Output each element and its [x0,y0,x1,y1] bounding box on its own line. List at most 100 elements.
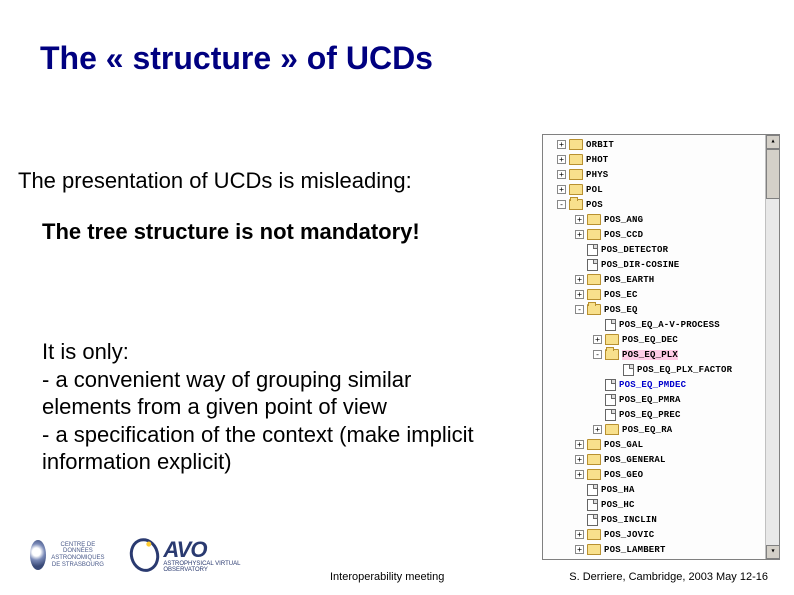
tree-node[interactable]: POS_INCLIN [545,512,779,527]
tree-node-label: POS_GENERAL [604,455,666,465]
tree-node-label: POS_GAL [604,440,643,450]
tree-node[interactable]: +POS_EQ_RA [545,422,779,437]
tree-node[interactable]: + POL [545,182,779,197]
folder-icon [587,274,601,285]
avo-ellipse-icon [126,535,163,575]
folder-icon [569,154,583,165]
folder-icon [569,169,583,180]
tree-node-label: POS_DIR-COSINE [601,260,679,270]
folder-icon [569,199,583,210]
expander-placeholder [611,365,620,374]
expand-icon[interactable]: + [575,275,584,284]
bold-statement: The tree structure is not mandatory! [42,218,442,246]
tree-node[interactable]: + POS_GENERAL [545,452,779,467]
scroll-thumb[interactable] [766,149,780,199]
tree-node-label: POL [586,185,603,195]
footer-right: S. Derriere, Cambridge, 2003 May 12-16 [569,571,768,583]
document-icon [587,259,598,271]
expand-icon[interactable]: + [575,215,584,224]
tree-node-label: POS_EQ_PLX [622,350,678,360]
expander-placeholder [575,500,584,509]
tree-node-label: POS_CCD [604,230,643,240]
tree-node[interactable]: POS_EQ_A-V-PROCESS [545,317,779,332]
subtitle-text: The presentation of UCDs is misleading: [18,168,412,194]
tree-node[interactable]: + POS_LAMBERT [545,542,779,557]
tree-node[interactable]: + POS_GAL [545,437,779,452]
document-icon [587,244,598,256]
folder-icon [587,454,601,465]
tree-node[interactable]: +ORBIT [545,137,779,152]
document-icon [605,394,616,406]
footer-center: Interoperability meeting [330,571,444,583]
tree-node[interactable]: +POS_EC [545,287,779,302]
tree-node[interactable]: POS_EQ_PMDEC [545,377,779,392]
tree-node[interactable]: -POS [545,197,779,212]
tree-node[interactable]: + POS_ANG [545,212,779,227]
expander-placeholder [593,380,602,389]
tree-node[interactable]: +PHOT [545,152,779,167]
tree-node[interactable]: - POS_EQ [545,302,779,317]
tree-node-label: POS_INCLIN [601,515,657,525]
tree-node-label: POS_EQ [604,305,638,315]
document-icon [605,319,616,331]
collapse-icon[interactable]: - [593,350,602,359]
expander-placeholder [575,260,584,269]
avo-text: AVO [163,537,248,563]
tree-node[interactable]: POS_EQ_PLX_FACTOR [545,362,779,377]
expand-icon[interactable]: + [575,230,584,239]
expand-icon[interactable]: + [575,440,584,449]
logo-area: CENTRE DE DONNÉESASTRONOMIQUES DE STRASB… [30,537,248,573]
tree-node[interactable]: +POS_EQ_DEC [545,332,779,347]
expand-icon[interactable]: + [593,335,602,344]
tree-node[interactable]: + POS_CCD [545,227,779,242]
expand-icon[interactable]: + [575,530,584,539]
expand-icon[interactable]: + [557,155,566,164]
expand-icon[interactable]: + [557,170,566,179]
tree-node-label: POS_GEO [604,470,643,480]
scroll-up-button[interactable]: ▴ [766,135,780,149]
tree-node[interactable]: POS_EQ_PMRA [545,392,779,407]
document-icon [623,364,634,376]
tree-node[interactable]: POS_DIR-COSINE [545,257,779,272]
expander-placeholder [575,485,584,494]
expand-icon[interactable]: + [575,470,584,479]
scrollbar[interactable]: ▴ ▾ [765,135,779,559]
expand-icon[interactable]: + [575,290,584,299]
tree-node[interactable]: +POS_JOVIC [545,527,779,542]
tree-node[interactable]: POS_EQ_PREC [545,407,779,422]
folder-icon [587,529,601,540]
expand-icon[interactable]: + [575,455,584,464]
document-icon [605,409,616,421]
folder-icon [587,289,601,300]
folder-icon [569,139,583,150]
folder-icon [587,544,601,555]
collapse-icon[interactable]: - [557,200,566,209]
folder-icon [587,229,601,240]
tree-node[interactable]: + POS_GEO [545,467,779,482]
tree-node-label: POS_ANG [604,215,643,225]
expand-icon[interactable]: + [557,140,566,149]
expander-placeholder [593,395,602,404]
folder-icon [605,349,619,360]
cds-swirl-icon [30,540,46,570]
scroll-down-button[interactable]: ▾ [766,545,780,559]
avo-logo: AVO ASTROPHYSICAL VIRTUAL OBSERVATORY [130,537,248,573]
tree-node-label: POS_HC [601,500,635,510]
tree-node-label: POS_LAMBERT [604,545,666,555]
expand-icon[interactable]: + [593,425,602,434]
tree-node[interactable]: POS_HC [545,497,779,512]
cds-logo: CENTRE DE DONNÉESASTRONOMIQUES DE STRASB… [30,537,106,573]
tree-node-label: POS_EQ_PMDEC [619,380,686,390]
tree-node[interactable]: POS_HA [545,482,779,497]
tree-node[interactable]: + POS_EARTH [545,272,779,287]
tree-panel: +ORBIT+PHOT+PHYS+POL-POS+POS_ANG+POS_CCD… [542,134,780,560]
expand-icon[interactable]: + [575,545,584,554]
tree-node[interactable]: +PHYS [545,167,779,182]
document-icon [587,484,598,496]
folder-icon [587,469,601,480]
expand-icon[interactable]: + [557,185,566,194]
tree-node[interactable]: POS_DETECTOR [545,242,779,257]
tree-node-label: POS_EARTH [604,275,654,285]
tree-node[interactable]: - POS_EQ_PLX [545,347,779,362]
collapse-icon[interactable]: - [575,305,584,314]
